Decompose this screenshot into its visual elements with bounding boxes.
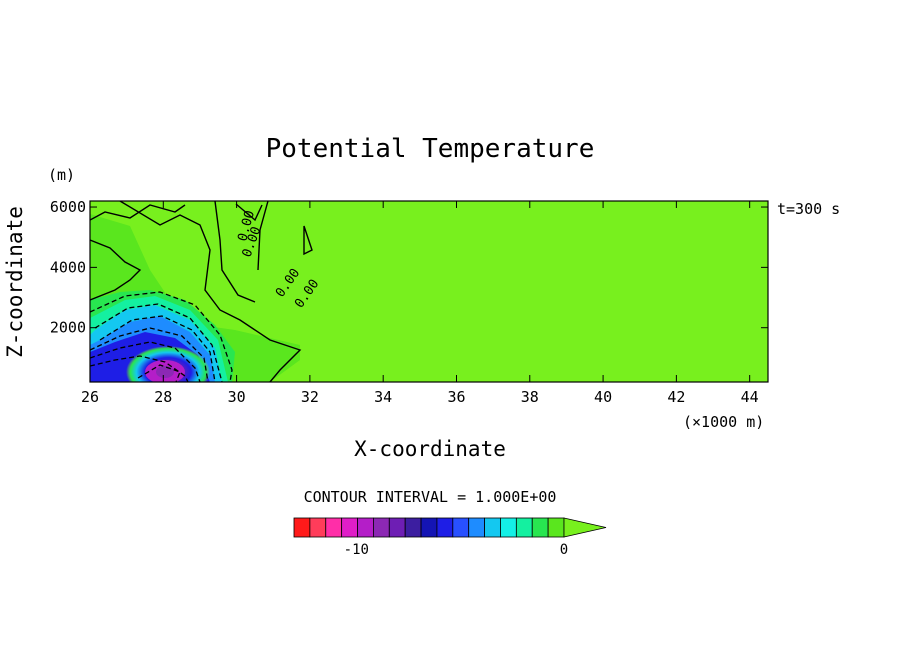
x-tick-label: 36 bbox=[447, 388, 465, 406]
colorbar-swatch bbox=[388, 517, 406, 538]
colorbar-swatch bbox=[373, 517, 390, 538]
x-tick-label: 34 bbox=[374, 388, 392, 406]
x-unit-label: (×1000 m) bbox=[683, 413, 764, 431]
x-tick-label: 40 bbox=[594, 388, 612, 406]
colorbar-extend-arrow bbox=[563, 517, 607, 538]
x-axis: 26 28 30 32 34 36 38 40 42 44 bbox=[81, 201, 759, 406]
colorbar-swatch bbox=[468, 517, 485, 538]
colorbar-swatch bbox=[500, 517, 517, 538]
anomaly-core-center bbox=[156, 366, 174, 378]
colorbar-swatch bbox=[357, 517, 374, 538]
colorbar-swatch bbox=[531, 517, 549, 538]
y-axis: 2000 4000 6000 bbox=[50, 198, 768, 337]
y-tick-label: 2000 bbox=[50, 319, 86, 337]
contour-field: 0.00 0.00 0.00 0.00 bbox=[90, 201, 768, 382]
colorbar-tick-label: -10 bbox=[344, 542, 369, 558]
colorbar-tick-label: 0 bbox=[560, 542, 568, 558]
time-label: t=300 s bbox=[777, 200, 840, 218]
colorbar-swatch bbox=[404, 517, 422, 538]
negative-contours bbox=[90, 291, 233, 382]
colorbar-swatch bbox=[452, 517, 470, 538]
colorbar-swatch bbox=[436, 517, 454, 538]
colorbar-swatch bbox=[341, 517, 358, 538]
x-tick-label: 26 bbox=[81, 388, 99, 406]
y-tick-label: 6000 bbox=[50, 198, 86, 216]
colorbar-swatch bbox=[309, 517, 327, 538]
zero-contours bbox=[90, 201, 313, 382]
x-axis-label: X-coordinate bbox=[354, 437, 506, 461]
colorbar: -10 0 bbox=[293, 517, 607, 558]
x-tick-label: 44 bbox=[741, 388, 759, 406]
x-tick-label: 32 bbox=[301, 388, 319, 406]
contour-interval-label: CONTOUR INTERVAL = 1.000E+00 bbox=[304, 488, 557, 506]
y-unit-label: (m) bbox=[48, 166, 75, 184]
x-tick-label: 28 bbox=[154, 388, 172, 406]
colorbar-swatch bbox=[420, 517, 438, 538]
x-tick-label: 42 bbox=[667, 388, 685, 406]
colorbar-swatch bbox=[515, 517, 533, 538]
colorbar-swatch bbox=[325, 517, 343, 538]
plot-frame bbox=[89, 200, 769, 383]
chart-title: Potential Temperature bbox=[266, 134, 595, 164]
colorbar-swatch bbox=[547, 517, 565, 538]
x-tick-label: 30 bbox=[228, 388, 246, 406]
x-tick-label: 38 bbox=[521, 388, 539, 406]
colorbar-swatch bbox=[293, 517, 311, 538]
colorbar-swatch bbox=[484, 517, 501, 538]
y-tick-label: 4000 bbox=[50, 258, 86, 276]
y-axis-label: Z-coordinate bbox=[3, 206, 27, 358]
